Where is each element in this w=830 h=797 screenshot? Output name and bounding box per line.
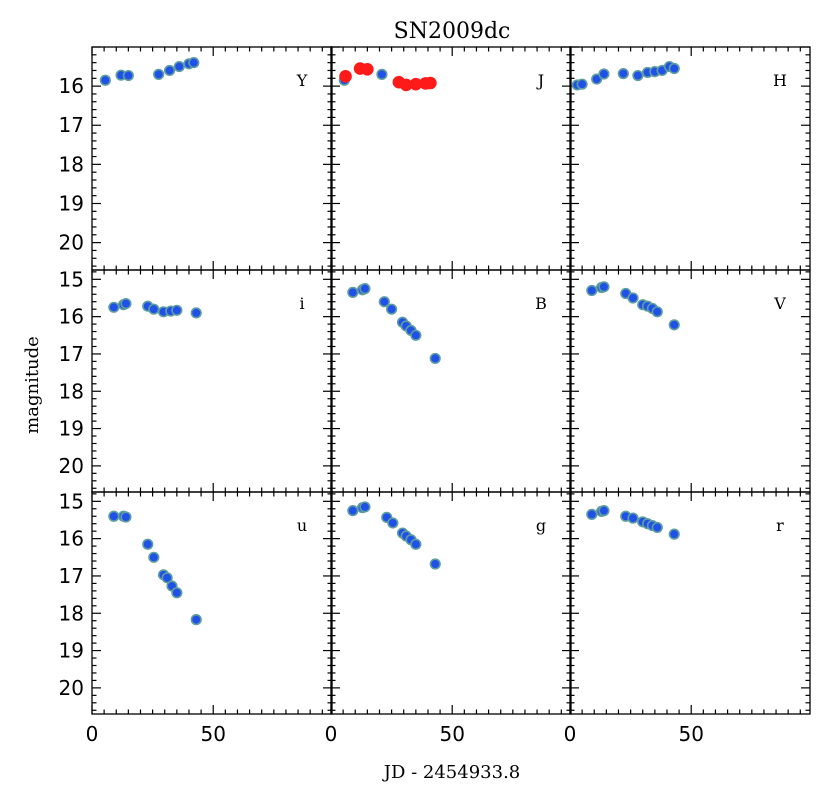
x-tick-label: 50 — [439, 722, 464, 746]
data-point-blue — [347, 505, 359, 517]
panel-v-band: V — [569, 269, 811, 493]
y-tick-label: 18 — [59, 379, 84, 403]
data-point-blue — [122, 69, 134, 82]
panel-grid: 16 17 18 19 20 Y J H 15 16 17 18 19 20 i B V 15 16 17 18 19 20… — [59, 46, 811, 746]
data-point-blue — [108, 510, 120, 522]
data-point-blue — [161, 572, 173, 584]
panel-u-band: 15 16 17 18 19 200 50 u — [59, 489, 333, 746]
panel-y-band: 16 17 18 19 20 Y — [59, 46, 333, 271]
data-point-blue — [668, 319, 680, 331]
data-point-blue — [359, 283, 371, 295]
y-tick-label: 15 — [59, 489, 84, 513]
band-label: g — [536, 516, 546, 535]
data-point-blue — [173, 60, 185, 73]
panel-frame — [569, 491, 811, 715]
y-tick-label: 16 — [59, 74, 84, 98]
y-tick-label: 16 — [59, 305, 84, 329]
panel-r-band: 0 50 r — [564, 491, 811, 746]
data-point-blue — [171, 304, 183, 316]
data-point-red — [339, 70, 352, 83]
data-point-blue — [598, 505, 610, 517]
panel-j-band: J — [330, 46, 572, 271]
data-point-blue — [429, 352, 441, 365]
x-tick-label: 0 — [564, 722, 577, 746]
y-tick-label: 20 — [59, 676, 84, 700]
data-point-blue — [171, 587, 183, 599]
data-point-blue — [632, 69, 644, 82]
data-point-blue — [576, 78, 588, 90]
band-label: r — [776, 516, 784, 535]
data-point-blue — [651, 521, 663, 534]
data-point-blue — [627, 512, 639, 524]
band-label: H — [773, 71, 787, 90]
x-tick-label: 0 — [325, 722, 338, 746]
data-point-blue — [651, 306, 663, 318]
panel-frame — [330, 491, 572, 715]
y-tick-label: 20 — [59, 231, 84, 255]
data-point-blue — [108, 301, 120, 313]
y-tick-label: 19 — [59, 639, 84, 663]
panel-h-band: H — [569, 46, 811, 271]
data-point-blue — [120, 297, 132, 310]
y-tick-label: 19 — [59, 191, 84, 215]
x-tick-label: 50 — [200, 722, 225, 746]
band-label: V — [773, 294, 786, 313]
data-point-blue — [142, 538, 154, 550]
panel-frame — [91, 491, 333, 715]
data-point-blue — [163, 64, 176, 77]
data-point-blue — [99, 74, 111, 86]
data-point-blue — [386, 303, 398, 315]
data-point-blue — [148, 303, 160, 315]
band-label: u — [297, 516, 307, 535]
y-axis-label: magnitude — [22, 336, 43, 434]
x-tick-label: 50 — [678, 722, 703, 746]
panel-frame — [330, 46, 572, 271]
data-point-blue — [190, 307, 202, 319]
panel-i-band: 15 16 17 18 19 20 i — [59, 267, 333, 493]
band-label: i — [299, 294, 304, 313]
data-point-blue — [153, 68, 165, 80]
data-point-blue — [359, 501, 371, 513]
data-point-blue — [347, 286, 359, 298]
data-point-blue — [668, 528, 680, 540]
y-tick-label: 18 — [59, 152, 84, 176]
y-tick-label: 15 — [59, 267, 84, 291]
y-tick-label: 17 — [59, 113, 84, 137]
data-point-red — [424, 76, 437, 90]
data-point-blue — [376, 68, 388, 80]
data-point-blue — [627, 292, 639, 304]
data-point-blue — [617, 68, 629, 80]
data-point-blue — [387, 517, 399, 529]
data-point-blue — [586, 284, 598, 297]
y-tick-label: 19 — [59, 417, 84, 441]
y-tick-label: 20 — [59, 454, 84, 478]
y-tick-label: 17 — [59, 564, 84, 588]
data-point-blue — [378, 296, 390, 308]
y-tick-label: 17 — [59, 342, 84, 366]
x-axis-label: JD - 2454933.8 — [382, 762, 521, 783]
y-tick-label: 16 — [59, 527, 84, 551]
data-point-blue — [188, 57, 200, 69]
data-point-blue — [148, 551, 160, 563]
data-point-blue — [429, 558, 441, 570]
figure-title: SN2009dc — [394, 19, 511, 44]
band-label: Y — [296, 71, 308, 90]
data-point-red — [361, 63, 374, 76]
y-tick-label: 18 — [59, 601, 84, 625]
data-point-blue — [598, 281, 610, 293]
x-tick-label: 0 — [86, 722, 99, 746]
panel-g-band: 0 50 g — [325, 491, 572, 746]
panel-b-band: B — [330, 269, 572, 493]
data-point-blue — [410, 538, 422, 550]
band-label: J — [536, 71, 544, 90]
data-point-blue — [190, 614, 202, 626]
data-point-blue — [120, 511, 132, 523]
data-point-blue — [410, 329, 422, 341]
band-label: B — [535, 294, 547, 313]
data-point-blue — [598, 68, 610, 80]
data-point-blue — [586, 508, 598, 520]
data-point-blue — [668, 62, 680, 75]
